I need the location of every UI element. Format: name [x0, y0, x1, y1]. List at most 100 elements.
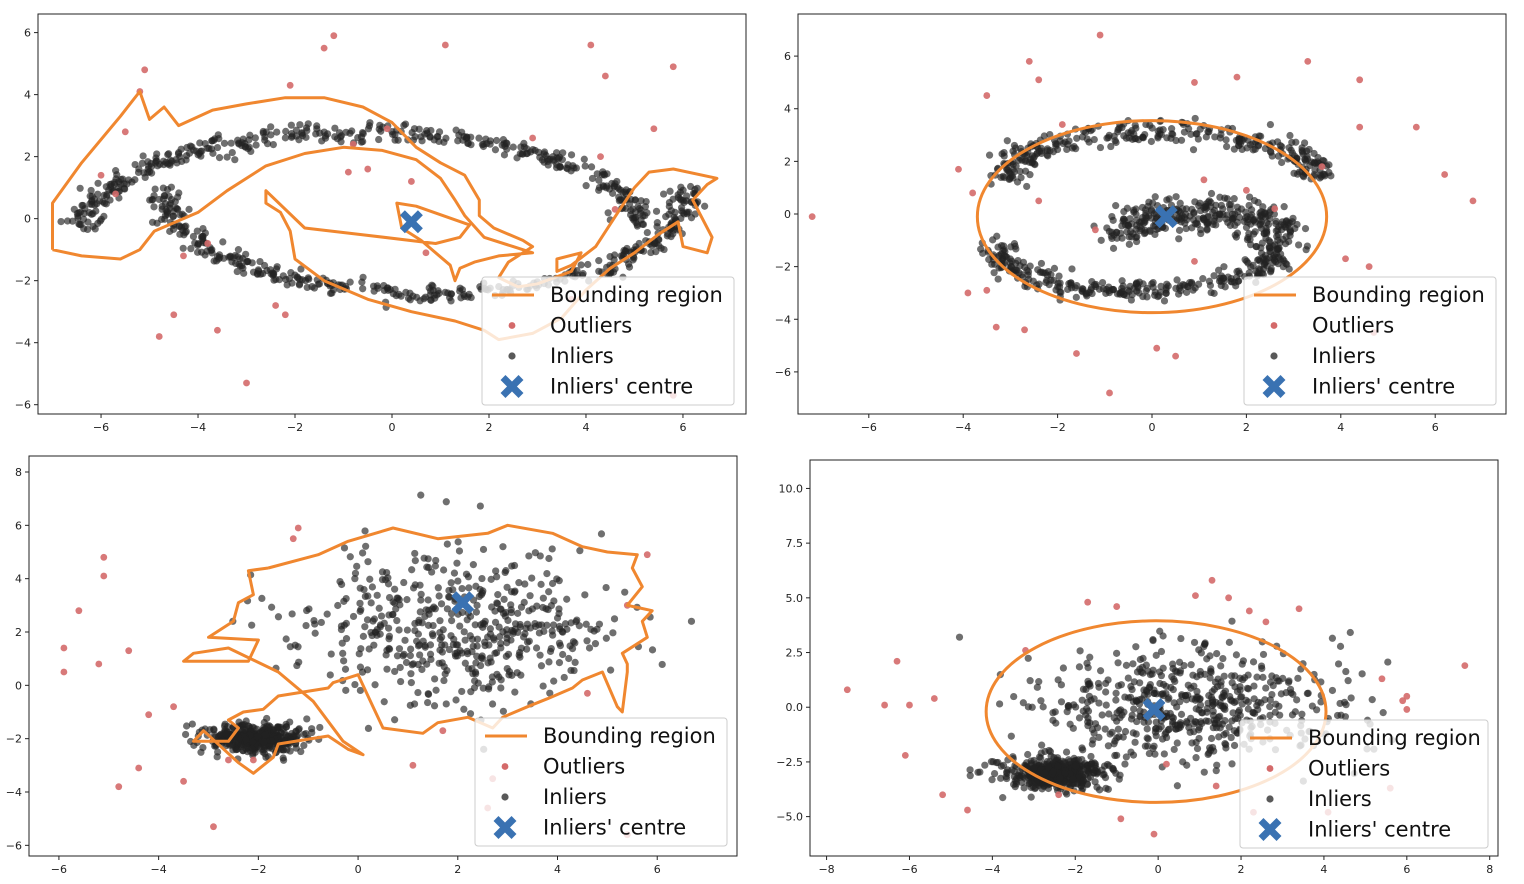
inlier-point	[1358, 670, 1366, 678]
inlier-point	[346, 278, 354, 286]
inlier-point	[1141, 742, 1149, 750]
inlier-point	[466, 632, 474, 640]
inlier-point	[1097, 236, 1105, 244]
inlier-point	[421, 643, 429, 651]
inlier-point	[491, 146, 500, 154]
inlier-point	[179, 244, 187, 252]
inlier-point	[231, 156, 239, 164]
inlier-point	[1126, 215, 1134, 223]
inlier-point	[499, 707, 507, 715]
outlier-point	[95, 660, 103, 668]
inlier-point	[1285, 265, 1293, 273]
inlier-point	[1008, 257, 1016, 265]
inlier-point	[1187, 130, 1195, 138]
inlier-point	[1277, 690, 1285, 698]
inlier-point	[1185, 125, 1193, 133]
inlier-point	[295, 281, 304, 289]
inlier-point	[976, 768, 984, 776]
inlier-point	[144, 168, 152, 177]
legend-outlier-swatch	[501, 763, 509, 770]
inlier-point	[1230, 145, 1238, 153]
inlier-point	[1104, 742, 1112, 750]
inlier-point	[585, 644, 594, 652]
inlier-point	[990, 769, 999, 778]
inlier-point	[1336, 642, 1345, 650]
inlier-point	[1220, 731, 1228, 739]
inlier-point	[288, 279, 296, 287]
legend-centre-swatch	[500, 375, 524, 398]
inlier-point	[273, 128, 281, 136]
legend-centre-swatch	[493, 816, 517, 839]
inlier-point	[454, 538, 462, 546]
x-tick-label: −6	[51, 863, 67, 876]
inlier-point	[1099, 285, 1107, 293]
inlier-point	[163, 209, 172, 217]
inlier-point	[1131, 738, 1139, 746]
inlier-point	[185, 149, 194, 157]
inlier-point	[340, 544, 349, 552]
inlier-point	[610, 615, 619, 623]
inlier-point	[385, 593, 394, 602]
inlier-point	[460, 628, 468, 636]
inlier-point	[548, 627, 556, 635]
y-tick-label: 5.0	[786, 592, 804, 605]
inlier-point	[1160, 750, 1168, 758]
y-tick-label: 0.0	[786, 701, 804, 714]
x-tick-label: 0	[355, 863, 362, 876]
inlier-point	[410, 700, 419, 708]
inlier-point	[353, 562, 361, 570]
inlier-point	[286, 643, 294, 651]
y-tick-label: −2	[6, 733, 22, 746]
inlier-point	[1083, 135, 1091, 143]
inlier-point	[245, 136, 253, 144]
inlier-point	[1200, 768, 1208, 776]
inlier-point	[1160, 297, 1169, 305]
inlier-point	[1217, 281, 1225, 290]
inlier-point	[391, 667, 399, 676]
inlier-point	[407, 679, 415, 687]
inlier-point	[452, 696, 460, 704]
inlier-point	[472, 608, 480, 616]
inlier-point	[581, 591, 589, 599]
inlier-point	[57, 217, 65, 226]
inlier-point	[1131, 121, 1139, 129]
inlier-point	[445, 645, 454, 654]
inlier-point	[1096, 667, 1105, 675]
inlier-point	[447, 290, 455, 298]
outlier-point	[60, 668, 68, 676]
inlier-point	[550, 677, 558, 685]
inlier-point	[414, 630, 422, 638]
inlier-point	[1140, 229, 1149, 238]
outlier-point	[1461, 662, 1469, 670]
inlier-point	[263, 714, 271, 723]
inlier-point	[555, 577, 563, 585]
x-tick-label: 8	[1486, 863, 1493, 876]
inlier-point	[391, 585, 399, 593]
legend-inliers-label: Inliers	[1312, 344, 1376, 368]
inlier-point	[602, 583, 610, 592]
inlier-point	[1232, 273, 1241, 281]
outlier-point	[100, 572, 108, 580]
inlier-point	[361, 527, 369, 535]
inlier-point	[1275, 677, 1283, 685]
inlier-point	[1121, 727, 1130, 736]
inlier-point	[555, 153, 564, 161]
legend-inliers-centre-label: Inliers' centre	[550, 375, 693, 399]
inlier-point	[1132, 643, 1140, 651]
inlier-point	[407, 670, 415, 678]
outlier-point	[983, 286, 991, 294]
inlier-point	[1231, 683, 1239, 691]
inlier-point	[1218, 720, 1227, 728]
inlier-point	[1258, 269, 1266, 277]
inlier-point	[407, 645, 415, 653]
inlier-point	[588, 174, 597, 183]
inlier-point	[248, 621, 256, 629]
inlier-point	[424, 698, 432, 707]
inlier-point	[467, 141, 475, 149]
inlier-point	[1142, 120, 1150, 129]
inlier-point	[1275, 244, 1283, 252]
inlier-point	[406, 652, 414, 660]
y-tick-label: 2	[15, 626, 22, 639]
inlier-point	[458, 687, 466, 696]
inlier-point	[1290, 169, 1298, 177]
